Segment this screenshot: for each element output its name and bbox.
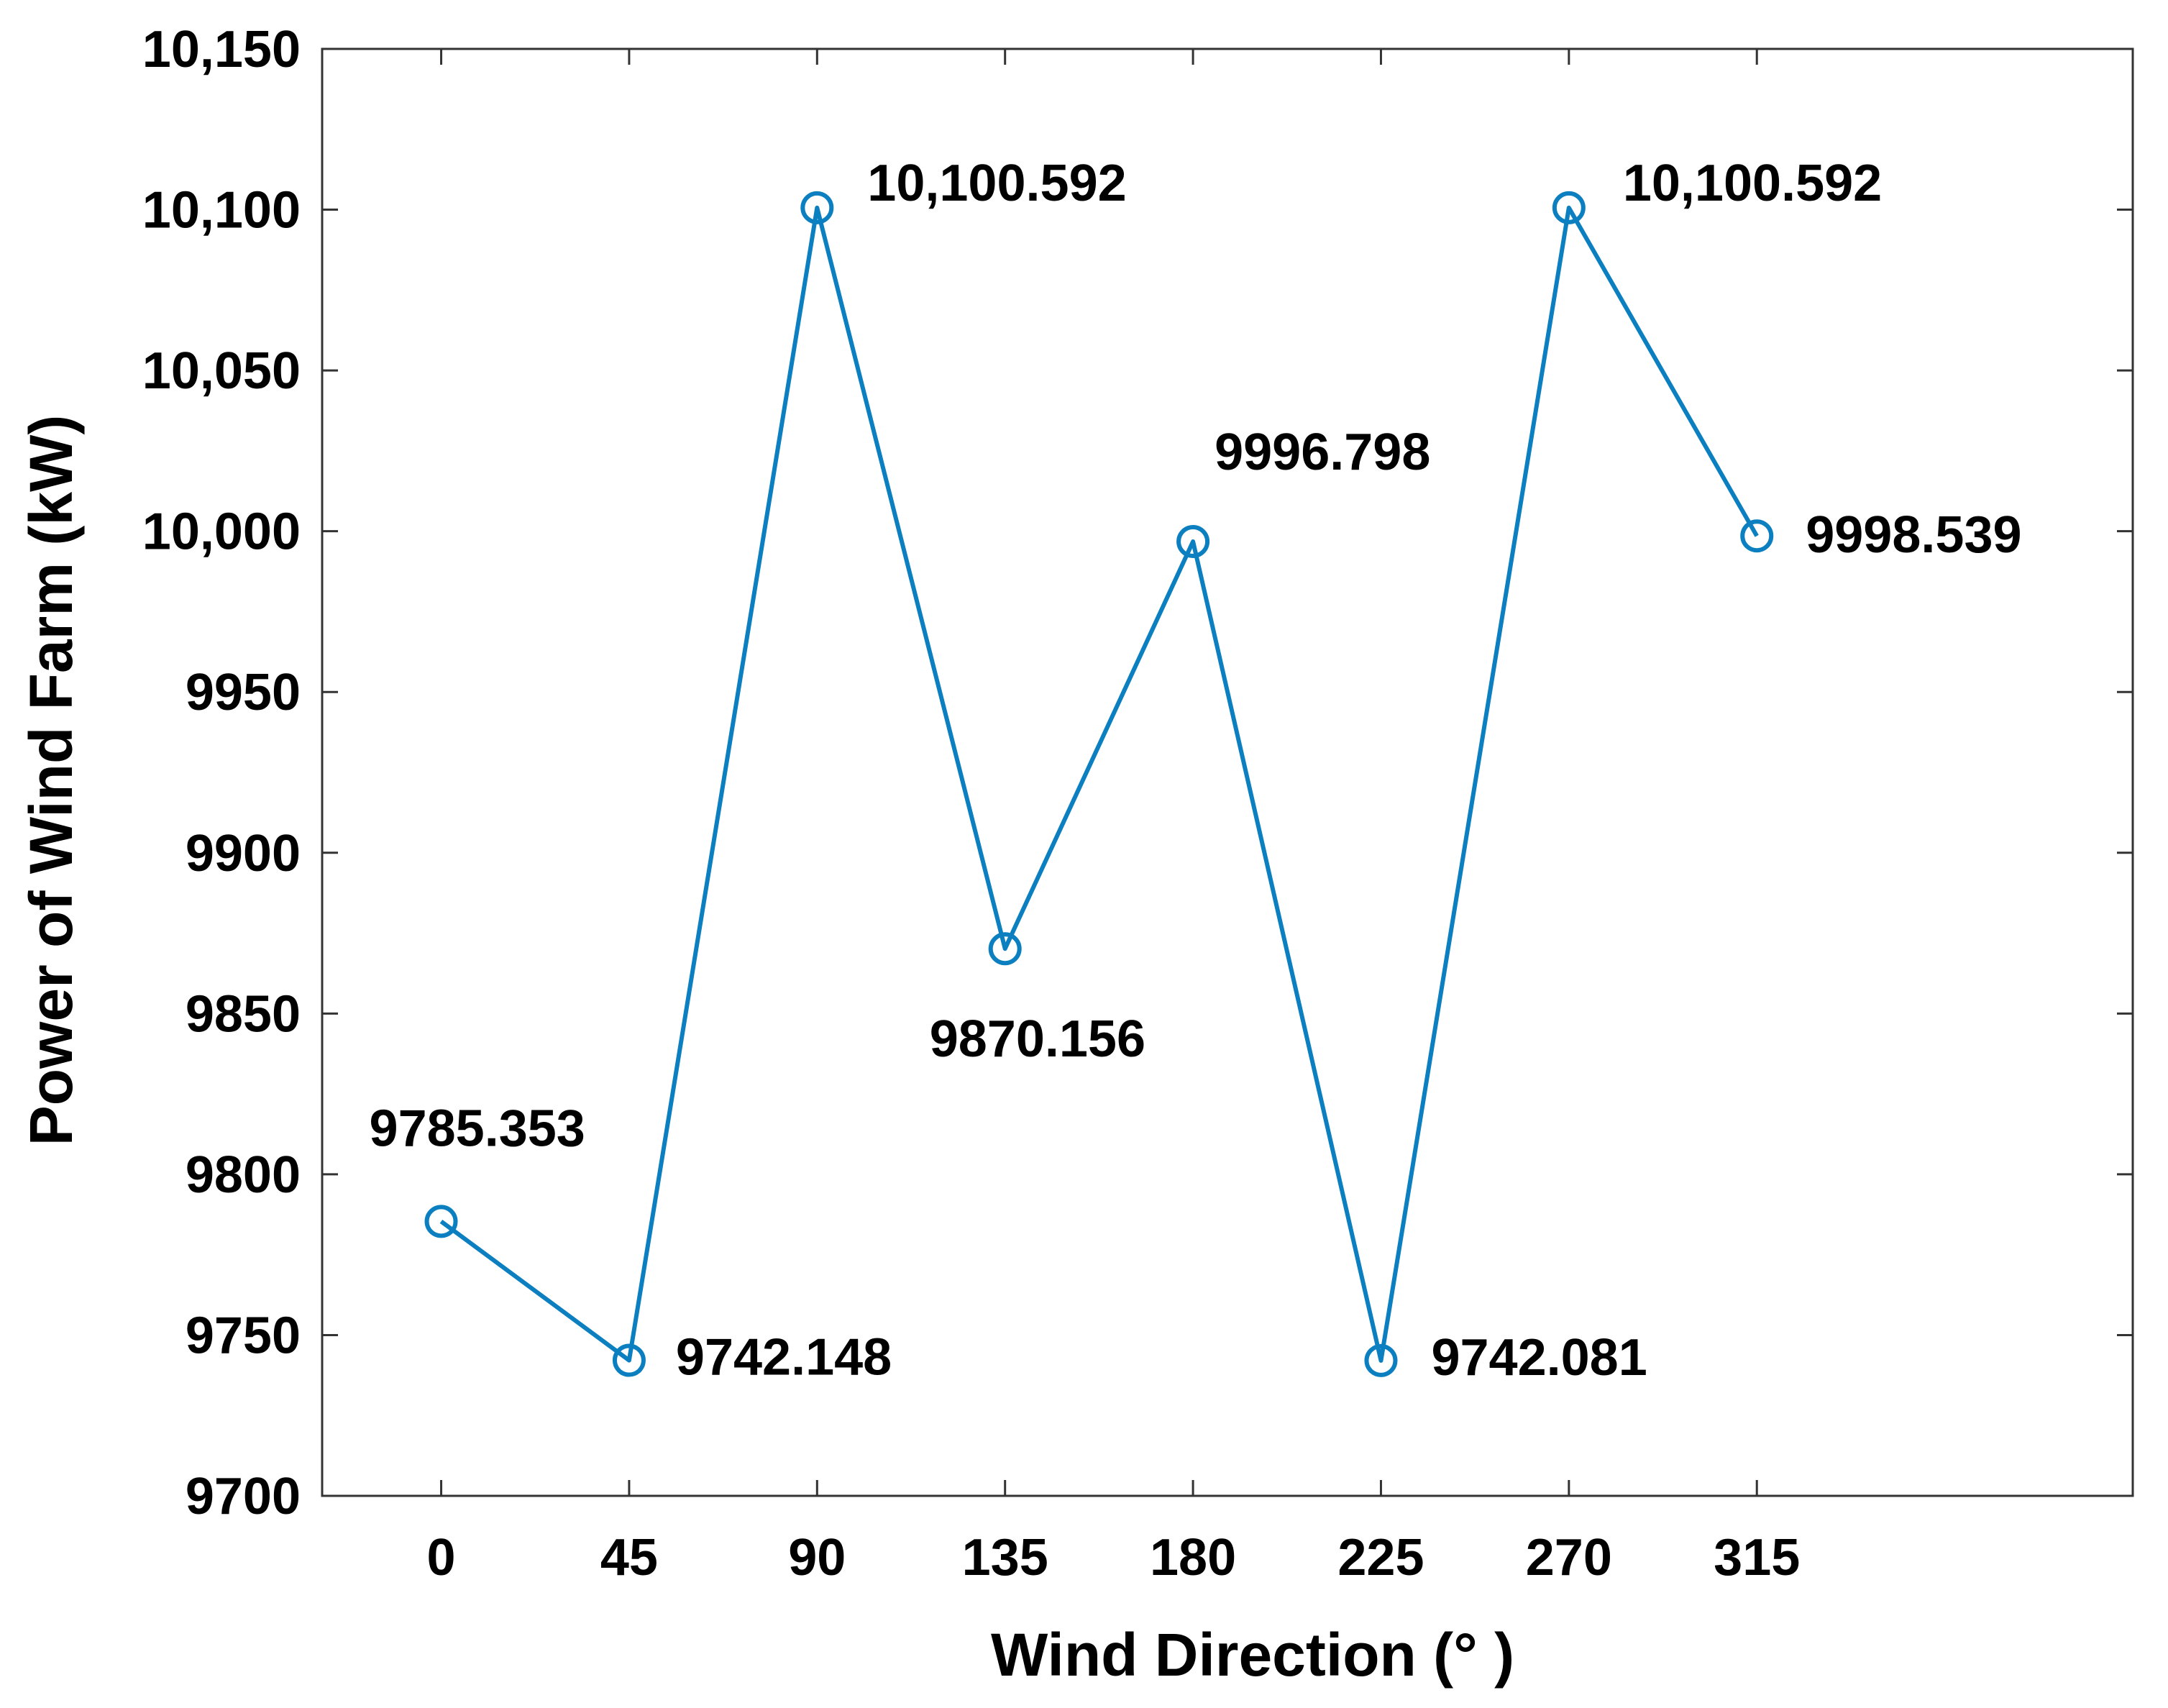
data-point-marker (1740, 519, 1774, 553)
data-label: 9996.798 (1215, 424, 1430, 481)
data-label: 9785.353 (370, 1100, 585, 1157)
data-label: 10,100.592 (867, 155, 1126, 212)
x-tick-label: 45 (600, 1529, 658, 1586)
y-axis: 9700 9750 9800 9850 9900 9950 10,000 10,050 10,1… (142, 21, 2133, 1525)
x-tick-label: 0 (427, 1529, 456, 1586)
y-tick-label: 10,150 (142, 21, 301, 78)
x-tick-label: 315 (1714, 1529, 1800, 1586)
data-point-marker (424, 1205, 458, 1238)
plot-area-frame (321, 47, 2134, 1497)
y-tick-label: 10,100 (142, 182, 301, 239)
x-axis-title: Wind Direction (° ) (991, 1621, 1514, 1689)
x-tick-label: 270 (1526, 1529, 1612, 1586)
x-tick-label: 180 (1150, 1529, 1236, 1586)
x-tick-label: 135 (962, 1529, 1048, 1586)
data-label: 9870.156 (930, 1010, 1145, 1068)
y-tick-label: 9750 (186, 1307, 301, 1364)
y-tick-label: 9700 (186, 1468, 301, 1525)
data-label: 9742.148 (676, 1329, 892, 1387)
data-label: 10,100.592 (1623, 155, 1882, 212)
y-tick-label: 9850 (186, 985, 301, 1043)
data-point-marker (612, 1343, 646, 1377)
y-axis-title: Power of Wind Farm (kW) (17, 415, 85, 1146)
data-point-marker (988, 932, 1022, 966)
data-point-marker (1552, 191, 1586, 224)
data-point-marker (1176, 524, 1210, 558)
y-tick-label: 10,050 (142, 342, 301, 400)
series-markers (424, 191, 1774, 1377)
data-point-marker (800, 191, 834, 224)
data-label: 9998.539 (1806, 506, 2021, 564)
y-tick-label: 9950 (186, 664, 301, 721)
x-axis: 0 45 90 135 180 225 270 315 (427, 49, 1800, 1586)
series-line (439, 205, 1759, 1363)
y-tick-label: 9900 (186, 825, 301, 882)
data-labels: 9785.353 9742.148 10,100.592 9870.156 9996.7… (370, 155, 2022, 1387)
x-tick-label: 225 (1337, 1529, 1424, 1586)
y-tick-label: 10,000 (142, 503, 301, 561)
data-point-marker (1364, 1343, 1398, 1377)
x-tick-label: 90 (788, 1529, 846, 1586)
data-label: 9742.081 (1431, 1329, 1647, 1387)
y-tick-label: 9800 (186, 1146, 301, 1204)
